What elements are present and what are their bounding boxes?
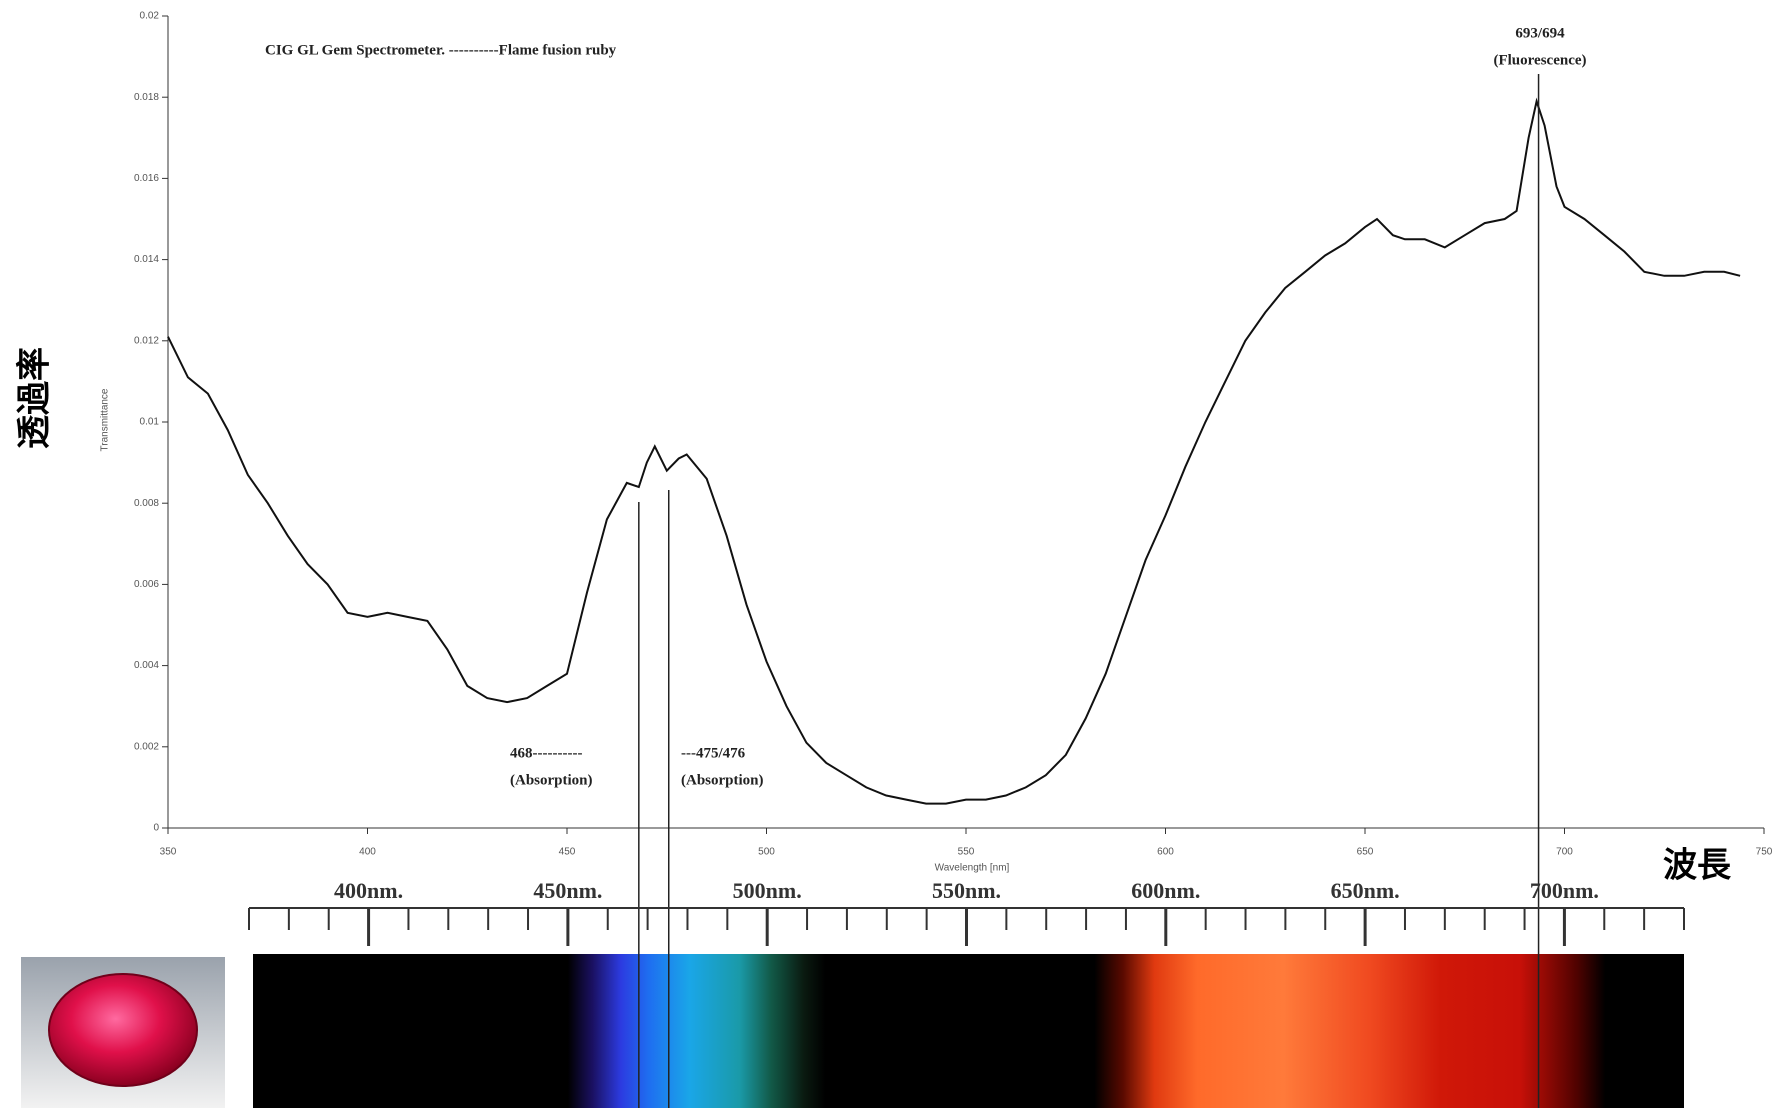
ruler-label: 400nm. [334, 878, 403, 903]
x-axis-label: Wavelength [nm] [935, 863, 1010, 874]
y-tick-label: 0.012 [134, 335, 159, 346]
x-tick-label: 700 [1556, 847, 1573, 858]
y-axis-label: Transmittance [100, 388, 111, 451]
y-tick-label: 0.016 [134, 173, 159, 184]
x-side-label: 波長 [1663, 846, 1732, 886]
chart: CIG GL Gem Spectrometer. ----------Flame… [0, 0, 1785, 1108]
ruler-label: 450nm. [533, 878, 602, 903]
x-tick-label: 650 [1357, 847, 1374, 858]
ruby-gem [49, 974, 197, 1086]
y-tick-label: 0.008 [134, 498, 159, 509]
chart-title: CIG GL Gem Spectrometer. ----------Flame… [265, 42, 617, 58]
x-tick-label: 450 [559, 847, 576, 858]
annotation-text: (Fluorescence) [1493, 52, 1586, 68]
y-tick-label: 0.01 [140, 417, 160, 428]
x-tick-label: 550 [958, 847, 975, 858]
annotation-text: ---475/476 [681, 745, 746, 761]
ruler-label: 650nm. [1331, 878, 1400, 903]
y-tick-label: 0.006 [134, 579, 159, 590]
annotation-text: 693/694 [1515, 25, 1565, 41]
ruler-label: 550nm. [932, 878, 1001, 903]
ruler-label: 600nm. [1131, 878, 1200, 903]
annotation-text: 468---------- [510, 745, 582, 761]
y-tick-label: 0 [153, 823, 159, 834]
annotation-text: (Absorption) [510, 772, 593, 788]
y-tick-label: 0.018 [134, 92, 159, 103]
y-tick-label: 0.002 [134, 741, 159, 752]
x-tick-label: 500 [758, 847, 775, 858]
y-tick-label: 0.02 [140, 11, 160, 22]
y-tick-label: 0.014 [134, 254, 159, 265]
ruler-label: 500nm. [733, 878, 802, 903]
spectrum-line [168, 101, 1740, 803]
x-tick-label: 600 [1157, 847, 1174, 858]
x-tick-label: 400 [359, 847, 376, 858]
y-tick-label: 0.004 [134, 660, 159, 671]
x-tick-label: 350 [160, 847, 177, 858]
annotation-text: (Absorption) [681, 772, 764, 788]
ruler-label: 700nm. [1530, 878, 1599, 903]
spectrum-band [253, 954, 1684, 1108]
y-side-label: 透過率 [15, 347, 55, 449]
x-tick-label: 750 [1756, 847, 1773, 858]
